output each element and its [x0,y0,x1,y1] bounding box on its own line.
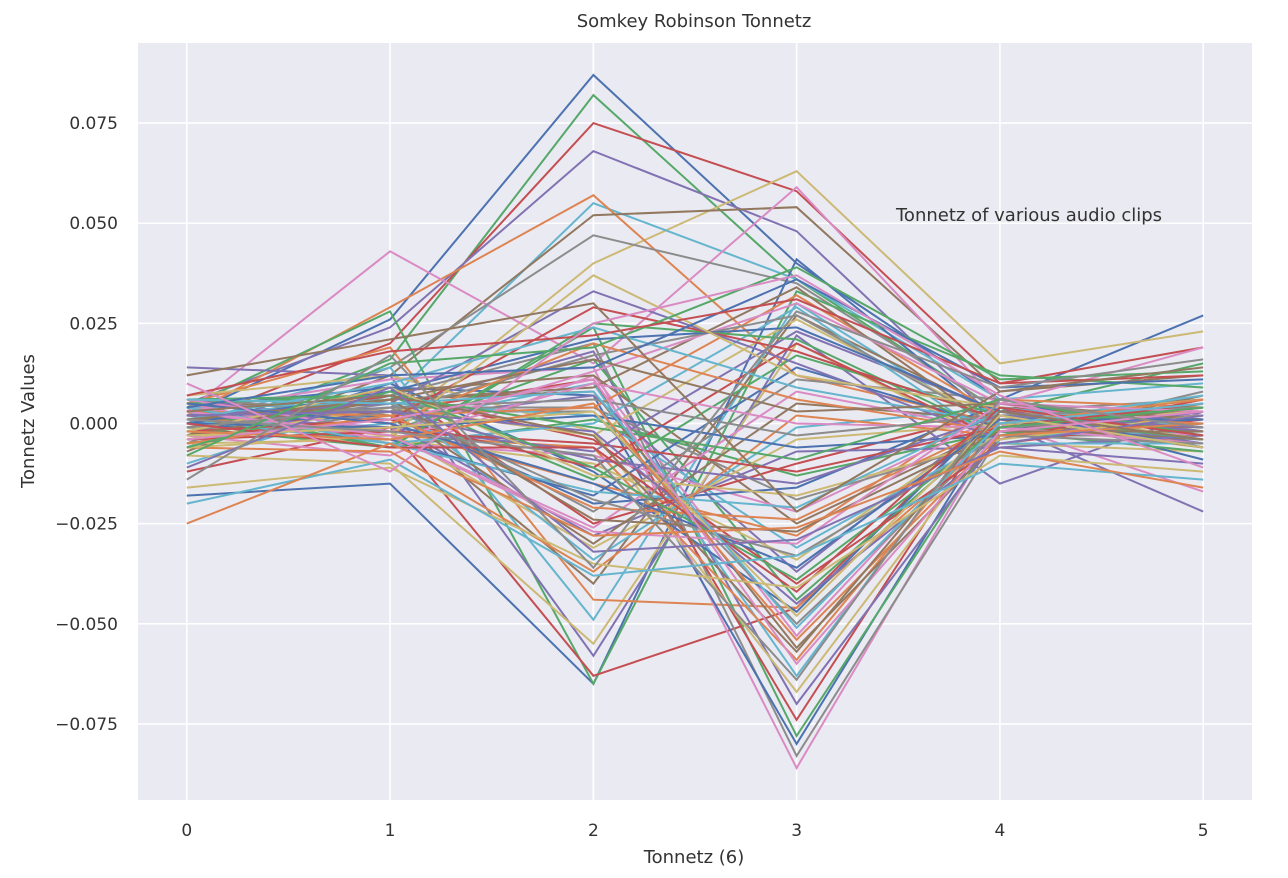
series-line [186,394,1204,654]
series-line [186,398,1204,682]
x-tick-label: 1 [385,821,396,841]
series-line [186,410,1204,605]
x-tick-label: 4 [995,821,1006,841]
series-line [186,266,1204,457]
series-line [186,310,1204,570]
chart-annotation: Tonnetz of various audio clips [895,205,1162,226]
x-gridlines [185,43,1205,800]
x-axis-title: Tonnetz (6) [643,847,745,868]
x-tick-label: 5 [1198,821,1209,841]
y-tick-label: 0.025 [69,314,118,334]
y-tick-label: 0.075 [69,114,118,134]
series-line [186,278,1204,409]
series-lines [186,73,1204,771]
y-tick-label: 0.000 [69,415,118,435]
x-tick-label: 2 [588,821,599,841]
series-line [186,382,1204,445]
series-line [186,458,1204,577]
y-tick-label: −0.050 [55,615,118,635]
x-tick-labels: 0 1 2 3 4 5 [181,821,1208,841]
series-line [186,185,1204,413]
series-line [186,302,1204,513]
y-axis-title: Tonnetz Values [18,354,39,489]
series-line [186,314,1204,445]
series-line [186,306,1204,445]
series-line [186,206,1204,453]
series-line [186,406,1204,593]
y-tick-label: −0.075 [55,715,118,735]
y-tick-label: 0.050 [69,214,118,234]
y-tick-label: −0.025 [55,515,118,535]
x-tick-label: 0 [181,821,192,841]
series-line [186,386,1204,553]
series-line [186,386,1204,497]
series-line [186,274,1204,473]
series-line [186,406,1204,557]
chart-title: Somkey Robinson Tonnetz [577,11,812,32]
y-tick-labels: −0.075 −0.050 −0.025 0.000 0.025 0.050 0.075 [55,114,118,735]
x-tick-label: 3 [791,821,802,841]
series-line [186,378,1204,666]
series-line [186,390,1204,630]
